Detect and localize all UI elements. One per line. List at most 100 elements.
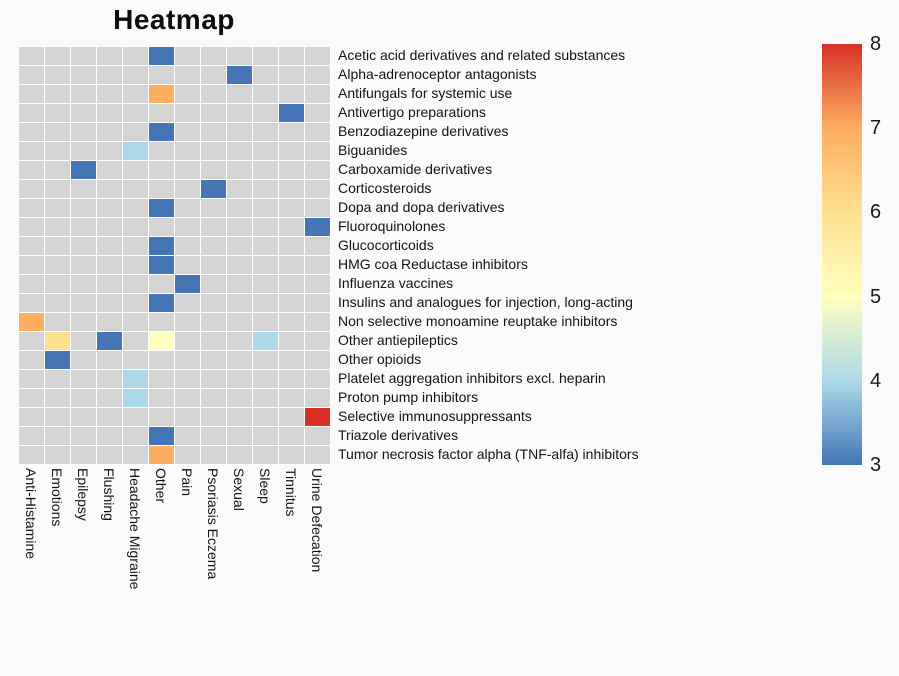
heatmap-cell [175, 332, 201, 351]
heatmap-cell [279, 104, 305, 123]
heatmap-cell [45, 237, 71, 256]
heatmap-cell [201, 104, 227, 123]
heatmap-cell [45, 218, 71, 237]
heatmap-cell [201, 47, 227, 66]
heatmap-cell [175, 142, 201, 161]
heatmap-cell [253, 85, 279, 104]
heatmap-cell [253, 446, 279, 465]
heatmap-cell [227, 142, 253, 161]
heatmap-cell [253, 389, 279, 408]
heatmap-cell [149, 408, 175, 427]
heatmap-cell [97, 408, 123, 427]
heatmap-cell [201, 294, 227, 313]
heatmap-cell [175, 104, 201, 123]
heatmap-cell [149, 427, 175, 446]
heatmap-cell [45, 275, 71, 294]
heatmap-cell [97, 237, 123, 256]
heatmap-cell [201, 237, 227, 256]
heatmap-cell [97, 123, 123, 142]
heatmap-cell [71, 294, 97, 313]
heatmap-cell [305, 237, 331, 256]
heatmap-cell [201, 199, 227, 218]
heatmap-cell [201, 313, 227, 332]
heatmap-cell [123, 47, 149, 66]
heatmap-cell [123, 351, 149, 370]
heatmap-cell [149, 332, 175, 351]
heatmap-cell [175, 66, 201, 85]
heatmap-cell [45, 66, 71, 85]
colorbar-tick-label: 5 [870, 285, 882, 308]
heatmap-cell [279, 161, 305, 180]
heatmap-cell [97, 313, 123, 332]
heatmap-cell [97, 275, 123, 294]
heatmap-cell [305, 85, 331, 104]
heatmap-cell [19, 237, 45, 256]
heatmap-cell [149, 370, 175, 389]
y-axis-label: Triazole derivatives [338, 427, 459, 443]
heatmap-cell [19, 66, 45, 85]
heatmap-cell [71, 275, 97, 294]
heatmap-cell [123, 408, 149, 427]
heatmap-cell [123, 313, 149, 332]
heatmap-cell [201, 275, 227, 294]
heatmap-cell [175, 256, 201, 275]
heatmap-cell [227, 199, 253, 218]
heatmap-cell [71, 446, 97, 465]
heatmap-cell [305, 180, 331, 199]
heatmap-cell [305, 389, 331, 408]
heatmap-cell [279, 123, 305, 142]
heatmap-cell [123, 180, 149, 199]
heatmap-cell [175, 427, 201, 446]
heatmap-cell [123, 370, 149, 389]
heatmap-cell [305, 161, 331, 180]
heatmap-cell [71, 351, 97, 370]
heatmap-cell [175, 370, 201, 389]
x-axis-label: Psoriasis Eczema [205, 468, 221, 580]
heatmap-cell [97, 161, 123, 180]
heatmap-cell [305, 313, 331, 332]
heatmap-cell [279, 275, 305, 294]
heatmap-cell [201, 161, 227, 180]
y-axis-label: Dopa and dopa derivatives [338, 199, 505, 215]
heatmap-cell [45, 427, 71, 446]
heatmap-cell [279, 66, 305, 85]
y-axis-label: Carboxamide derivatives [338, 161, 493, 177]
heatmap-cell [71, 218, 97, 237]
heatmap-cell [45, 351, 71, 370]
y-axis-label: Antifungals for systemic use [338, 85, 513, 101]
heatmap-cell [227, 218, 253, 237]
x-axis-label: Pain [179, 468, 195, 497]
heatmap-cell [305, 199, 331, 218]
heatmap-cell [305, 142, 331, 161]
heatmap-cell [149, 446, 175, 465]
heatmap-cell [279, 85, 305, 104]
heatmap-cell [45, 408, 71, 427]
heatmap-cell [201, 427, 227, 446]
heatmap-cell [175, 161, 201, 180]
heatmap-cell [149, 180, 175, 199]
heatmap-cell [149, 294, 175, 313]
heatmap-cell [253, 408, 279, 427]
heatmap-cell [305, 66, 331, 85]
heatmap-cell [123, 237, 149, 256]
heatmap-cell [149, 275, 175, 294]
y-axis-label: Antivertigo preparations [338, 104, 486, 120]
heatmap-cell [71, 237, 97, 256]
heatmap-cell [97, 256, 123, 275]
heatmap-cell [19, 275, 45, 294]
heatmap-cell [227, 66, 253, 85]
heatmap-cell [149, 351, 175, 370]
heatmap-cell [279, 446, 305, 465]
heatmap-cell [123, 294, 149, 313]
heatmap-cell [227, 180, 253, 199]
heatmap-cell [71, 104, 97, 123]
y-axis-label: Proton pump inhibitors [338, 389, 479, 405]
x-axis-label: Emotions [49, 468, 65, 527]
heatmap-cell [175, 85, 201, 104]
heatmap-cell [279, 47, 305, 66]
heatmap-cell [149, 123, 175, 142]
heatmap-cell [227, 313, 253, 332]
heatmap-cell [19, 351, 45, 370]
heatmap-cell [71, 123, 97, 142]
heatmap-cell [19, 332, 45, 351]
